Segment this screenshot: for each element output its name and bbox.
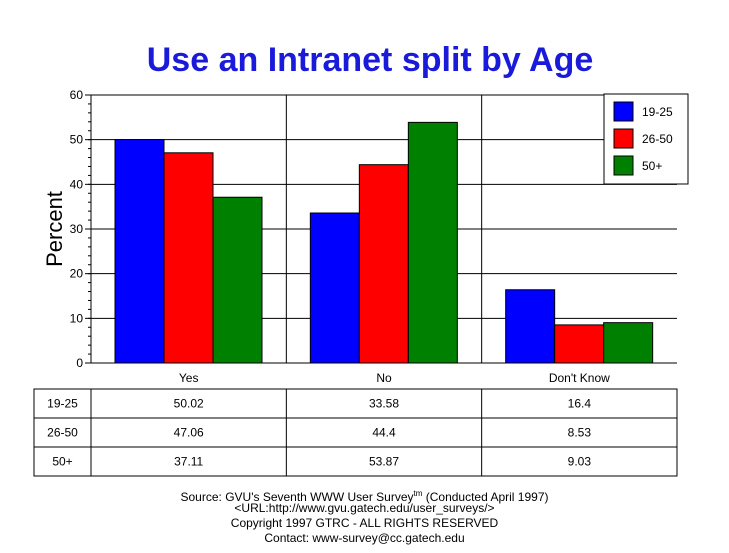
legend-label: 19-25 <box>642 105 673 119</box>
bar-19-25-No <box>309 212 360 364</box>
legend: 19-25 26-50 50+ <box>603 93 689 185</box>
x-tick-label: Don't Know <box>549 371 610 385</box>
table-row-label: 50+ <box>52 455 72 469</box>
x-tick-label: Yes <box>179 371 199 385</box>
table-cell: 50.02 <box>174 397 204 411</box>
bar-50+-No <box>407 121 458 364</box>
table-row-label: 19-25 <box>47 397 78 411</box>
table-cell: 9.03 <box>568 455 592 469</box>
bar-19-25-Don't Know <box>505 289 556 364</box>
y-tick-label: 20 <box>70 267 84 281</box>
source-text: Source: GVU's Seventh WWW User Survey <box>180 490 414 504</box>
bar-50+-Don't Know <box>603 322 654 364</box>
table-cell: 16.4 <box>568 397 592 411</box>
y-tick-label: 10 <box>70 311 84 325</box>
table-cell: 44.4 <box>372 426 396 440</box>
copyright: Copyright 1997 GTRC - ALL RIGHTS RESERVE… <box>230 516 499 530</box>
bar-26-50-Don't Know <box>554 324 605 364</box>
table-cell: 33.58 <box>369 397 399 411</box>
table-row-label: 26-50 <box>47 426 78 440</box>
table-border <box>33 388 678 477</box>
table-cell: 8.53 <box>568 426 592 440</box>
y-tick-label: 60 <box>70 88 84 102</box>
y-tick-label: 0 <box>76 356 83 370</box>
bar-26-50-No <box>358 164 409 364</box>
contact: Contact: www-survey@cc.gatech.edu <box>264 531 465 545</box>
source-line: Source: GVU's Seventh WWW User Surveytm … <box>0 486 729 505</box>
y-tick-label: 40 <box>70 177 84 191</box>
source-conducted: (Conducted April 1997) <box>422 490 549 504</box>
legend-swatch-26-50 <box>613 128 634 149</box>
x-tick-label: No <box>376 371 392 385</box>
legend-label: 26-50 <box>642 132 673 146</box>
bar-26-50-Yes <box>163 152 214 364</box>
table-cell: 53.87 <box>369 455 399 469</box>
y-tick-label: 50 <box>70 133 84 147</box>
data-table: 19-25 50.02 33.58 16.4 26-50 47.06 44.4 8.53 50+… <box>33 388 678 477</box>
chart-title: Use an Intranet split by Age <box>147 41 594 79</box>
y-tick-label: 30 <box>70 222 84 236</box>
legend-swatch-50+ <box>613 155 634 176</box>
plot-area: 0 10 20 30 40 50 60 Yes No Don't Know <box>70 88 677 385</box>
table-cell: 47.06 <box>174 426 204 440</box>
trademark-sup: tm <box>413 489 423 498</box>
table-cell: 37.11 <box>174 455 203 469</box>
source-url: <URL:http://www.gvu.gatech.edu/user_surv… <box>234 501 495 515</box>
legend-label: 50+ <box>642 159 662 173</box>
bar-19-25-Yes <box>114 139 165 364</box>
bar-50+-Yes <box>212 196 263 364</box>
legend-swatch-19-25 <box>613 101 634 122</box>
y-axis-label: Percent <box>42 191 67 267</box>
